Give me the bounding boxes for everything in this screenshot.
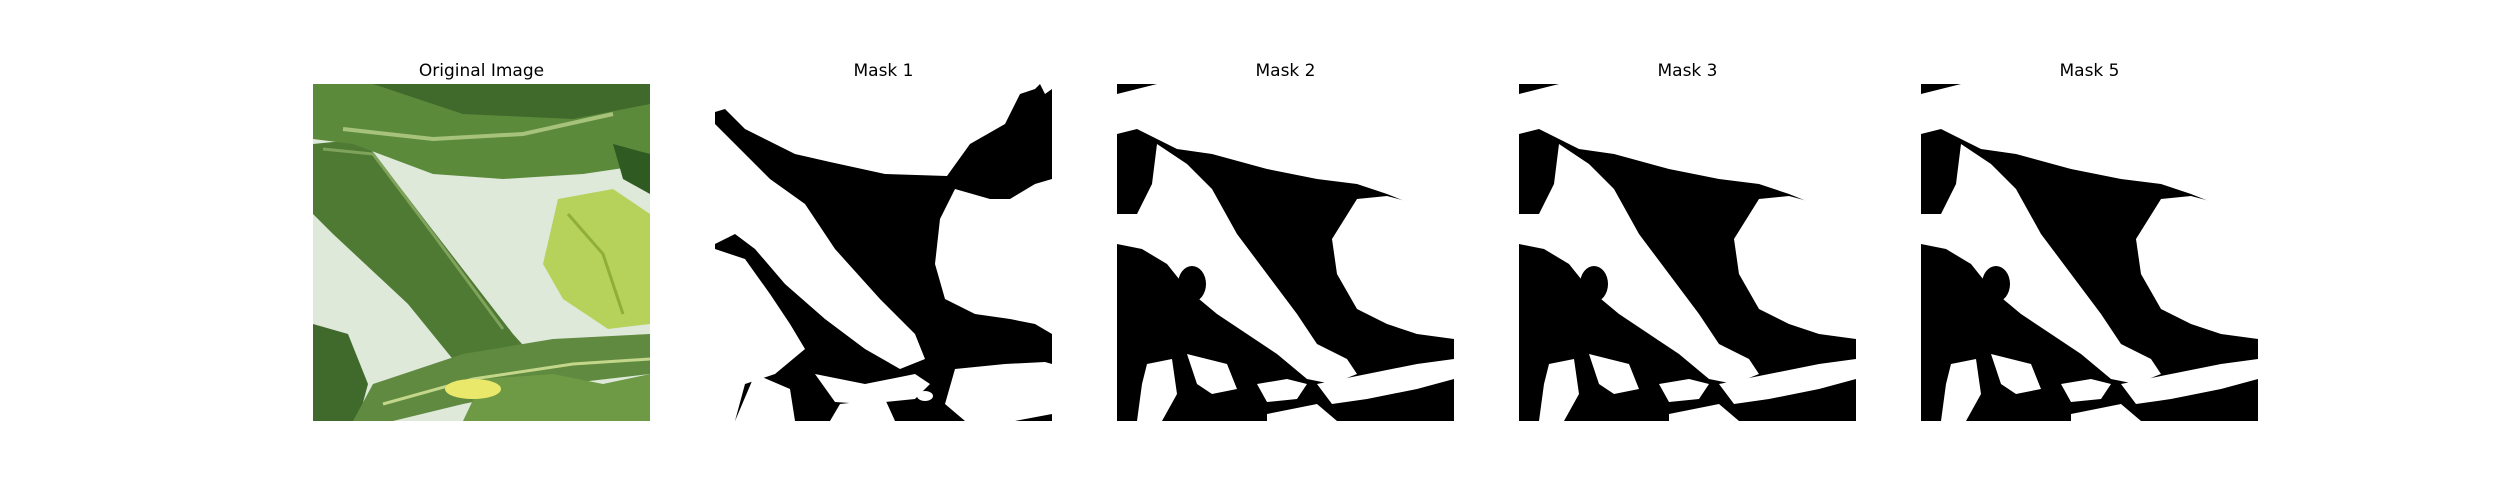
panel-title: Mask 5 <box>2059 61 2120 81</box>
mask-3-image <box>1519 84 1856 421</box>
panel-title: Mask 3 <box>1657 61 1718 81</box>
plant-photo <box>313 84 650 421</box>
mask-5-image <box>1921 84 2258 421</box>
segmentation-mask <box>1117 84 1454 421</box>
mask-2-image <box>1117 84 1454 421</box>
panel-title: Mask 2 <box>1255 61 1316 81</box>
original-image-panel: Original Image <box>313 58 650 421</box>
panel-title: Mask 1 <box>853 61 914 81</box>
segmentation-mask <box>1921 84 2258 421</box>
mask-3-panel: Mask 3 <box>1519 58 1856 421</box>
segmentation-mask <box>1519 84 1856 421</box>
original-image <box>313 84 650 421</box>
mask-2-panel: Mask 2 <box>1117 58 1454 421</box>
mask-1-panel: Mask 1 <box>715 58 1052 421</box>
mask-5-panel: Mask 5 <box>1921 58 2258 421</box>
panel-title: Original Image <box>418 61 545 81</box>
segmentation-mask <box>715 84 1052 421</box>
mask-1-image <box>715 84 1052 421</box>
